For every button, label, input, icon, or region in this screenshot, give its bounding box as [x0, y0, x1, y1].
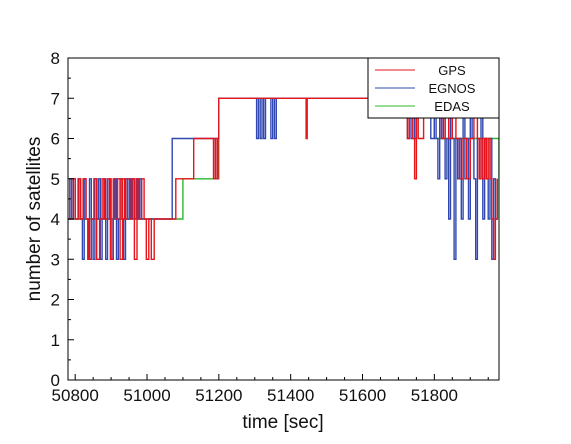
x-tick-label: 50800 [52, 386, 99, 405]
y-tick-label: 4 [51, 210, 60, 229]
y-tick-label: 6 [51, 130, 60, 149]
y-tick-label: 3 [51, 250, 60, 269]
y-axis-label: number of satellites [24, 137, 45, 302]
y-tick-label: 1 [51, 331, 60, 350]
y-axis: 0 1 2 3 4 5 6 7 8 [51, 49, 74, 390]
legend-label-gps: GPS [438, 63, 466, 78]
x-tick-label: 51400 [267, 386, 314, 405]
y-tick-label: 8 [51, 49, 60, 68]
x-tick-label: 51200 [195, 386, 242, 405]
legend-label-edas: EDAS [434, 99, 470, 114]
x-axis: 50800 51000 51200 51400 51600 51800 [52, 374, 489, 405]
y-tick-label: 7 [51, 89, 60, 108]
series-line-gps [68, 97, 498, 260]
legend: GPS EGNOS EDAS [367, 57, 500, 119]
legend-label-egnos: EGNOS [429, 81, 476, 96]
x-tick-label: 51800 [411, 386, 458, 405]
y-tick-label: 5 [51, 170, 60, 189]
x-tick-label: 51000 [123, 386, 170, 405]
x-tick-label: 51600 [339, 386, 386, 405]
y-tick-label: 2 [51, 291, 60, 310]
x-axis-label: time [sec] [242, 412, 323, 433]
y-tick-label: 0 [51, 371, 60, 390]
